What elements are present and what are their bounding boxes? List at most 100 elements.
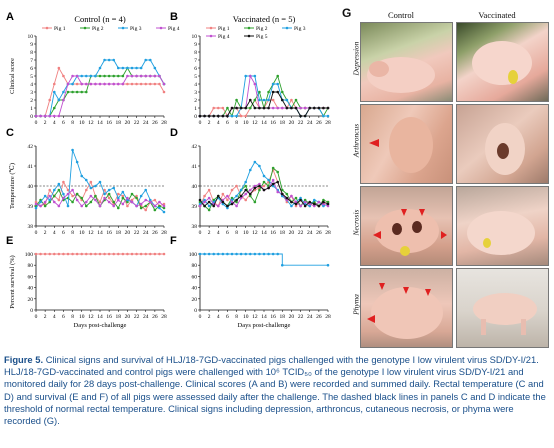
data-point bbox=[203, 200, 206, 204]
series-line bbox=[200, 91, 328, 117]
data-point bbox=[158, 206, 161, 210]
data-point bbox=[226, 198, 229, 202]
data-point bbox=[126, 204, 129, 208]
data-point bbox=[75, 198, 79, 202]
data-point bbox=[239, 252, 243, 256]
y-tick-label: 38 bbox=[192, 224, 198, 230]
x-tick-label: 24 bbox=[143, 120, 149, 126]
data-point bbox=[43, 204, 47, 208]
data-point bbox=[139, 194, 143, 198]
data-point bbox=[89, 200, 93, 204]
photo-depression-control bbox=[360, 22, 453, 102]
data-point bbox=[94, 194, 97, 198]
data-point bbox=[84, 200, 88, 204]
x-tick-label: 0 bbox=[35, 314, 38, 320]
data-point bbox=[244, 114, 248, 118]
data-point bbox=[303, 204, 307, 208]
data-point bbox=[135, 82, 138, 86]
data-point bbox=[48, 98, 52, 102]
data-point bbox=[253, 82, 257, 86]
y-tick-label: 100 bbox=[189, 252, 198, 258]
data-point bbox=[271, 98, 275, 102]
x-tick-label: 18 bbox=[116, 314, 122, 320]
data-point bbox=[312, 202, 316, 206]
legend-label: Pig 4 bbox=[218, 34, 230, 40]
data-point bbox=[235, 198, 238, 202]
data-point bbox=[98, 180, 102, 184]
data-point bbox=[71, 90, 74, 94]
data-point bbox=[135, 194, 138, 198]
data-point bbox=[130, 192, 134, 196]
data-point bbox=[290, 194, 293, 198]
data-point bbox=[244, 184, 248, 188]
data-point bbox=[221, 202, 225, 206]
data-point bbox=[89, 82, 93, 86]
series-pig-2 bbox=[198, 74, 330, 118]
data-point bbox=[52, 200, 56, 204]
data-point bbox=[253, 74, 257, 78]
data-point bbox=[235, 114, 238, 118]
data-point bbox=[262, 188, 266, 192]
data-point bbox=[80, 74, 84, 78]
data-point bbox=[116, 196, 120, 200]
data-point bbox=[89, 74, 93, 78]
data-point bbox=[112, 186, 116, 190]
data-point bbox=[299, 204, 302, 208]
data-point bbox=[112, 58, 116, 62]
data-point bbox=[116, 252, 120, 256]
data-point bbox=[144, 204, 148, 208]
data-point bbox=[198, 252, 202, 256]
data-point bbox=[303, 114, 307, 118]
data-point bbox=[226, 206, 229, 210]
data-point bbox=[116, 206, 120, 210]
legend-marker bbox=[247, 34, 251, 38]
y-tick-label: 39 bbox=[192, 204, 198, 210]
data-point bbox=[212, 198, 216, 202]
y-tick-label: 10 bbox=[192, 34, 198, 40]
data-point bbox=[62, 74, 65, 78]
legend-marker bbox=[209, 26, 213, 30]
x-tick-label: 20 bbox=[289, 120, 295, 126]
data-point bbox=[75, 160, 79, 164]
data-point bbox=[239, 194, 243, 198]
data-point bbox=[80, 82, 84, 86]
data-point bbox=[258, 164, 261, 168]
data-point bbox=[80, 174, 84, 178]
x-tick-label: 12 bbox=[252, 314, 258, 320]
data-point bbox=[207, 188, 211, 192]
data-point bbox=[230, 188, 234, 192]
x-tick-label: 16 bbox=[270, 314, 276, 320]
data-point bbox=[290, 204, 293, 208]
data-point bbox=[39, 204, 42, 208]
data-point bbox=[103, 74, 106, 78]
data-point bbox=[148, 58, 152, 62]
legend-marker bbox=[247, 26, 251, 30]
data-point bbox=[116, 74, 120, 78]
panel-label-e: E bbox=[6, 235, 13, 247]
data-point bbox=[294, 200, 298, 204]
x-tick-label: 0 bbox=[199, 314, 202, 320]
data-point bbox=[89, 186, 93, 190]
chart-title: Control (n = 4) bbox=[74, 14, 125, 24]
data-point bbox=[144, 188, 148, 192]
data-point bbox=[66, 252, 70, 256]
data-point bbox=[158, 82, 161, 86]
data-point bbox=[107, 192, 111, 196]
data-point bbox=[303, 106, 307, 110]
x-tick-label: 12 bbox=[88, 230, 94, 236]
data-point bbox=[103, 196, 106, 200]
data-point bbox=[271, 106, 275, 110]
data-point bbox=[299, 198, 302, 202]
data-point bbox=[126, 200, 129, 204]
y-tick-label: 20 bbox=[192, 297, 198, 303]
data-point bbox=[244, 74, 248, 78]
data-point bbox=[267, 106, 270, 110]
x-tick-label: 12 bbox=[88, 314, 94, 320]
data-point bbox=[244, 252, 248, 256]
chart-title: Vaccinated (n = 5) bbox=[233, 14, 296, 24]
data-point bbox=[221, 252, 225, 256]
data-point bbox=[258, 188, 261, 192]
x-tick-label: 12 bbox=[252, 120, 258, 126]
x-tick-label: 18 bbox=[280, 314, 286, 320]
data-point bbox=[34, 206, 38, 210]
